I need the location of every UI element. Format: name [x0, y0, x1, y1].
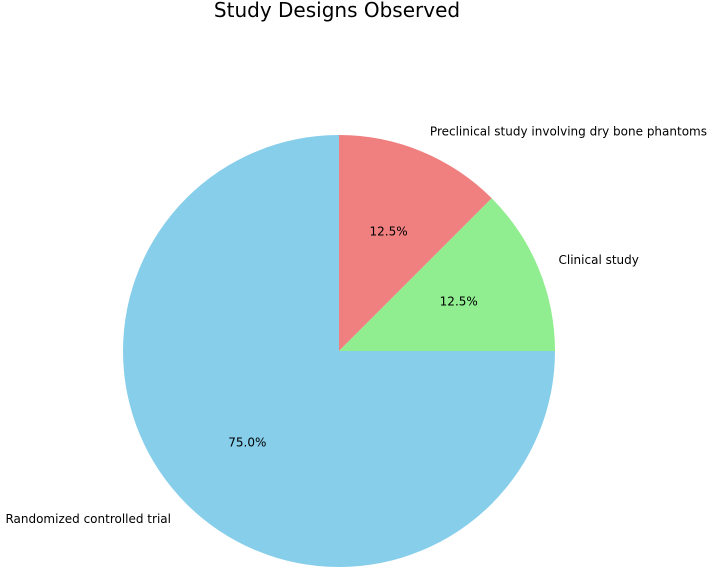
pie-category-label-2: Clinical study: [559, 253, 639, 267]
pie-slice-3: [123, 135, 555, 567]
pie-category-label-1: Preclinical study involving dry bone pha…: [430, 124, 707, 138]
pie-labels: 12.5% Preclinical study involving dry bon…: [5, 124, 707, 526]
pie-percent-label-3: 75.0%: [228, 436, 266, 450]
pie-percent-label-1: 12.5%: [370, 224, 408, 238]
pie-percent-label-2: 12.5%: [440, 294, 478, 308]
pie-slice-1: [339, 135, 492, 351]
pie-category-label-3: Randomized controlled trial: [5, 512, 171, 526]
pie-slices: [123, 135, 555, 567]
chart-title: Study Designs Observed: [214, 0, 460, 22]
pie-slice-2: [339, 198, 555, 351]
